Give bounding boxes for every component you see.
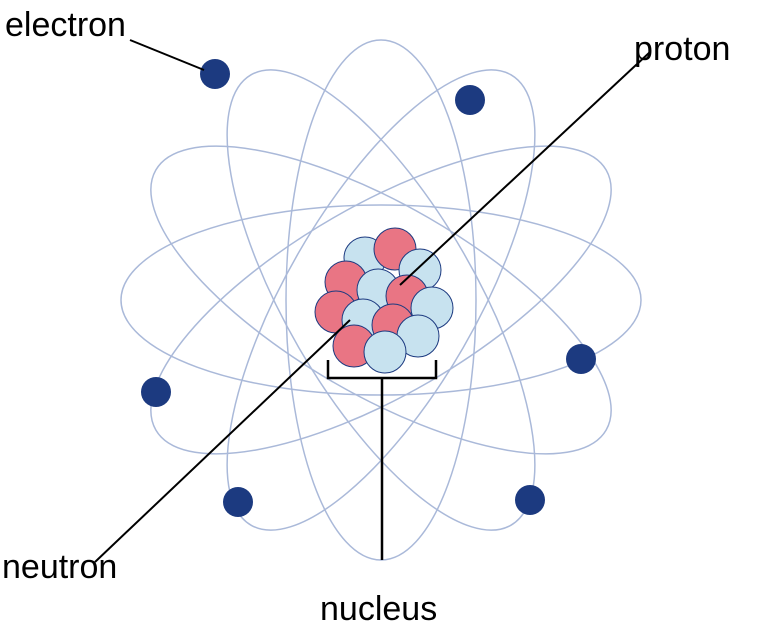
label-neutron: neutron bbox=[2, 548, 117, 587]
label-proton: proton bbox=[634, 30, 730, 69]
label-nucleus: nucleus bbox=[320, 590, 437, 629]
electron bbox=[566, 344, 596, 374]
atom-diagram: electron proton neutron nucleus bbox=[0, 0, 763, 643]
leader-neutron bbox=[95, 320, 350, 562]
electron bbox=[200, 59, 230, 89]
electron bbox=[223, 487, 253, 517]
electron bbox=[141, 377, 171, 407]
label-electron: electron bbox=[5, 6, 126, 45]
nucleus bbox=[315, 228, 453, 373]
nucleus-bracket bbox=[328, 360, 436, 560]
neutron bbox=[364, 331, 406, 373]
diagram-svg bbox=[0, 0, 763, 643]
leader-electron bbox=[130, 40, 204, 70]
electron bbox=[515, 485, 545, 515]
electron bbox=[455, 85, 485, 115]
